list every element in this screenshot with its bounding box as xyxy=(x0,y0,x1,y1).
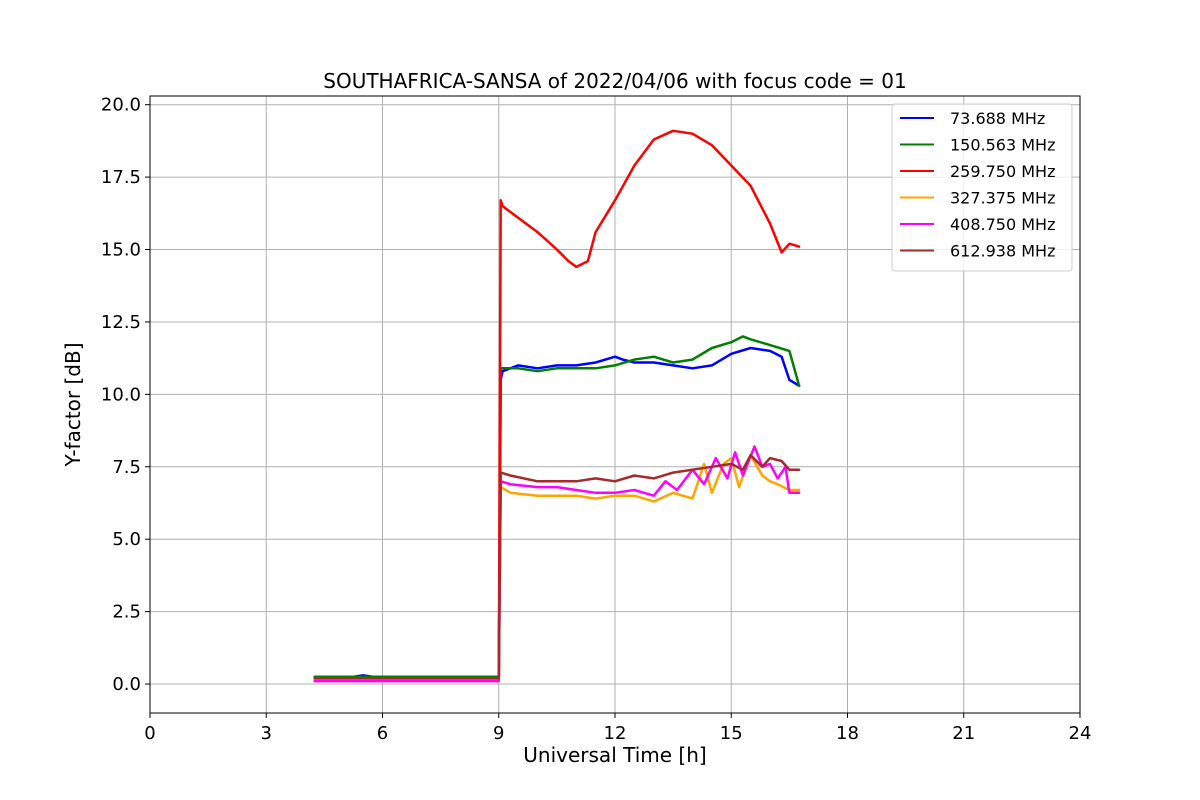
y-tick-label: 7.5 xyxy=(112,457,141,478)
series-line-1 xyxy=(313,335,801,679)
y-axis-ticks: 0.0 2.5 5.0 7.5 10.0 12.5 15.0 17.5 20.0 xyxy=(101,95,150,695)
x-axis-ticks: 0 3 6 9 12 15 18 21 24 xyxy=(144,713,1091,744)
y-tick-label: 15.0 xyxy=(101,240,141,261)
x-tick-label: 18 xyxy=(836,723,859,744)
y-tick-label: 12.5 xyxy=(101,312,141,333)
series-line-5 xyxy=(313,453,801,680)
legend-box xyxy=(891,103,1073,272)
x-axis-label: Universal Time [h] xyxy=(523,743,706,767)
x-tick-label: 15 xyxy=(720,723,743,744)
y-tick-label: 10.0 xyxy=(101,384,141,405)
x-tick-label: 0 xyxy=(144,723,155,744)
legend-label: 259.750 MHz xyxy=(950,162,1055,181)
chart-title: SOUTHAFRICA-SANSA of 2022/04/06 with foc… xyxy=(323,69,907,93)
x-tick-label: 3 xyxy=(261,723,272,744)
x-tick-label: 24 xyxy=(1069,723,1092,744)
legend-label: 327.375 MHz xyxy=(950,189,1055,208)
legend-label: 612.938 MHz xyxy=(950,242,1055,261)
y-tick-label: 2.5 xyxy=(112,602,141,623)
y-tick-label: 17.5 xyxy=(101,167,141,188)
x-tick-label: 6 xyxy=(377,723,388,744)
legend-label: 408.750 MHz xyxy=(950,215,1055,234)
series-layer xyxy=(313,129,801,683)
series-line-3 xyxy=(313,453,801,681)
y-tick-label: 0.0 xyxy=(112,674,141,695)
y-axis-label: Y-factor [dB] xyxy=(61,342,85,467)
legend-label: 150.563 MHz xyxy=(950,136,1055,155)
series-line-4 xyxy=(313,445,801,683)
x-tick-label: 9 xyxy=(493,723,504,744)
legend-label: 73.688 MHz xyxy=(950,109,1045,128)
y-tick-label: 20.0 xyxy=(101,95,141,116)
legend: 73.688 MHz 150.563 MHz 259.750 MHz 327.375 … xyxy=(891,103,1073,272)
y-tick-label: 5.0 xyxy=(112,529,141,550)
x-tick-label: 21 xyxy=(952,723,975,744)
x-tick-label: 12 xyxy=(604,723,627,744)
